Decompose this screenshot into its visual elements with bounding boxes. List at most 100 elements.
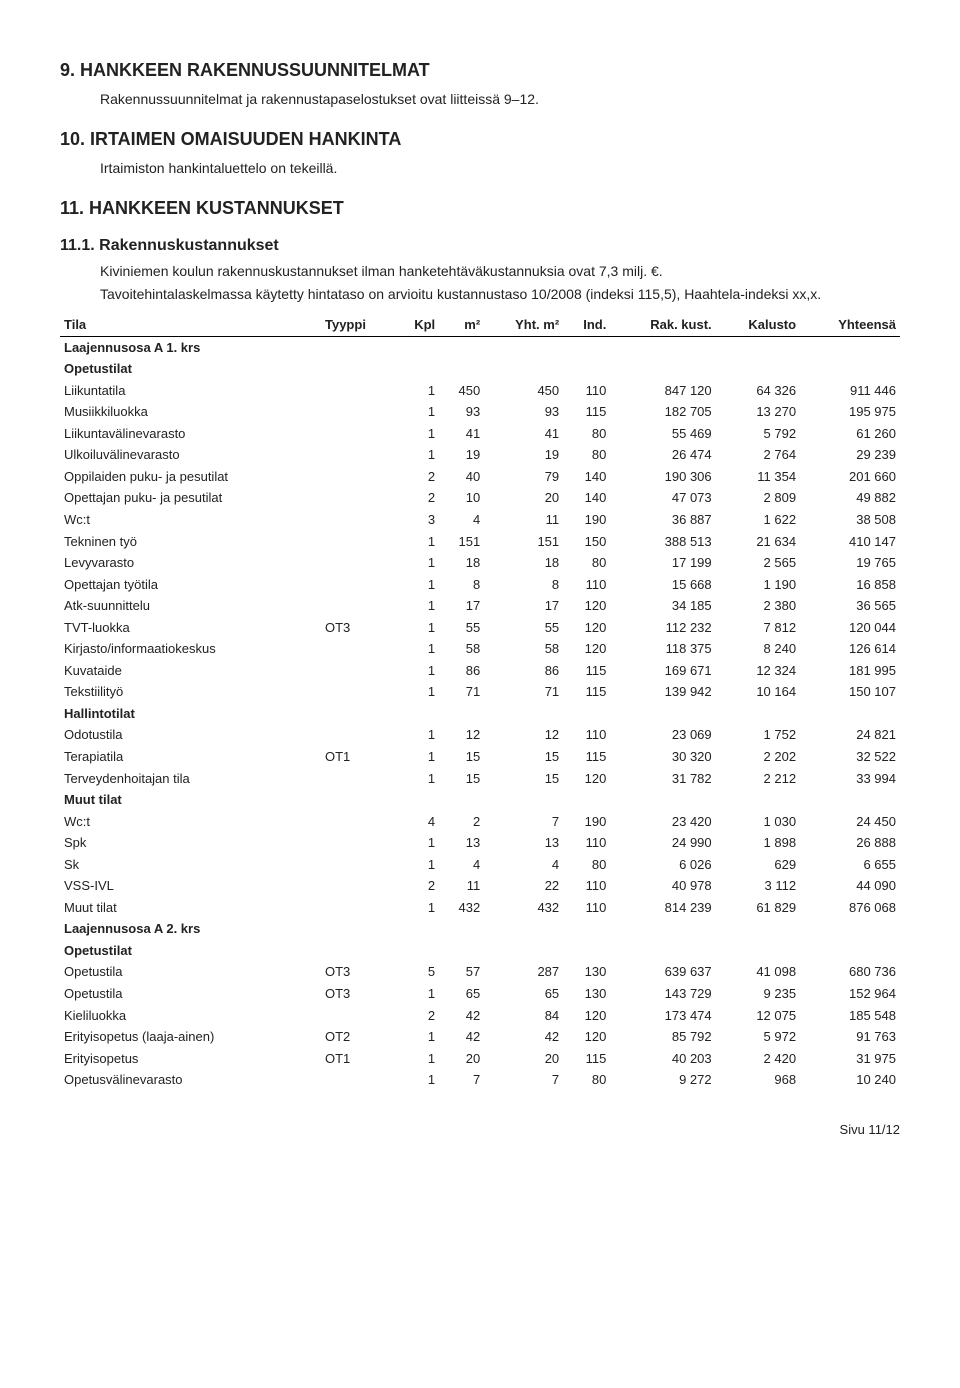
cell: 2 764 xyxy=(716,444,800,466)
cell: 5 792 xyxy=(716,423,800,445)
cell: OT3 xyxy=(321,983,395,1005)
cell: 2 xyxy=(395,466,439,488)
cell: 1 xyxy=(395,552,439,574)
cell: 3 112 xyxy=(716,875,800,897)
cell xyxy=(321,444,395,466)
table-row: Opetusvälinevarasto177809 27296810 240 xyxy=(60,1069,900,1091)
cell: 7 xyxy=(484,811,563,833)
cell: 1 xyxy=(395,380,439,402)
cell: 5 xyxy=(395,961,439,983)
cell: 110 xyxy=(563,380,610,402)
table-row: Laajennusosa A 1. krs xyxy=(60,336,900,358)
table-row: VSS-IVL2112211040 9783 11244 090 xyxy=(60,875,900,897)
table-row: ErityisopetusOT11202011540 2032 42031 97… xyxy=(60,1048,900,1070)
cell: 55 469 xyxy=(610,423,715,445)
cell: 91 763 xyxy=(800,1026,900,1048)
cell: 968 xyxy=(716,1069,800,1091)
col-kpl: Kpl xyxy=(395,314,439,336)
cell xyxy=(321,681,395,703)
cell: 7 xyxy=(439,1069,484,1091)
cell: 1 xyxy=(395,638,439,660)
cell: 80 xyxy=(563,552,610,574)
cell: 13 xyxy=(484,832,563,854)
cell: 110 xyxy=(563,875,610,897)
cell xyxy=(321,811,395,833)
cell: 110 xyxy=(563,724,610,746)
table-row: Hallintotilat xyxy=(60,703,900,725)
cell: 65 xyxy=(484,983,563,1005)
cell xyxy=(321,660,395,682)
group-label: Hallintotilat xyxy=(60,703,900,725)
cell: 16 858 xyxy=(800,574,900,596)
cell xyxy=(321,724,395,746)
cell: 36 887 xyxy=(610,509,715,531)
cell: 20 xyxy=(439,1048,484,1070)
cell: Oppilaiden puku- ja pesutilat xyxy=(60,466,321,488)
cell: 10 164 xyxy=(716,681,800,703)
cell: TVT-luokka xyxy=(60,617,321,639)
cell: 80 xyxy=(563,444,610,466)
cell xyxy=(321,487,395,509)
cell: 4 xyxy=(484,854,563,876)
cell: 110 xyxy=(563,897,610,919)
cell: 120 xyxy=(563,638,610,660)
cell xyxy=(321,897,395,919)
cell: Tekninen työ xyxy=(60,531,321,553)
cell: 120 044 xyxy=(800,617,900,639)
cell: 1 xyxy=(395,595,439,617)
cell: 21 634 xyxy=(716,531,800,553)
cell: 55 xyxy=(439,617,484,639)
cell: 7 812 xyxy=(716,617,800,639)
cell xyxy=(321,531,395,553)
cell: 11 354 xyxy=(716,466,800,488)
cell: 639 637 xyxy=(610,961,715,983)
cell: 15 xyxy=(484,768,563,790)
cell: 1 622 xyxy=(716,509,800,531)
table-row: Laajennusosa A 2. krs xyxy=(60,918,900,940)
cell: 1 xyxy=(395,1069,439,1091)
cell: Opetustila xyxy=(60,961,321,983)
cell xyxy=(321,423,395,445)
cell: Atk-suunnittelu xyxy=(60,595,321,617)
cell: 130 xyxy=(563,983,610,1005)
cell: 34 185 xyxy=(610,595,715,617)
cell: 120 xyxy=(563,1026,610,1048)
cell: 13 270 xyxy=(716,401,800,423)
cell xyxy=(321,509,395,531)
cell: 26 888 xyxy=(800,832,900,854)
cell: 115 xyxy=(563,1048,610,1070)
cell: Opetusvälinevarasto xyxy=(60,1069,321,1091)
cell: 86 xyxy=(439,660,484,682)
cell: 41 098 xyxy=(716,961,800,983)
col-m2: m² xyxy=(439,314,484,336)
cell xyxy=(321,854,395,876)
cell: 41 xyxy=(484,423,563,445)
cell: 1 xyxy=(395,983,439,1005)
cell: 1 xyxy=(395,401,439,423)
cell xyxy=(321,875,395,897)
table-row: Levyvarasto118188017 1992 56519 765 xyxy=(60,552,900,574)
cell: 4 xyxy=(395,811,439,833)
table-row: Opetustilat xyxy=(60,358,900,380)
cell: 185 548 xyxy=(800,1005,900,1027)
cell: 115 xyxy=(563,401,610,423)
cell: 8 240 xyxy=(716,638,800,660)
cell: 1 xyxy=(395,574,439,596)
cell: 80 xyxy=(563,423,610,445)
cell: Liikuntavälinevarasto xyxy=(60,423,321,445)
cell: 12 075 xyxy=(716,1005,800,1027)
cell: 1 752 xyxy=(716,724,800,746)
cell: 22 xyxy=(484,875,563,897)
cell xyxy=(321,380,395,402)
cell: 80 xyxy=(563,1069,610,1091)
cell: 410 147 xyxy=(800,531,900,553)
cell: 11 xyxy=(439,875,484,897)
col-rak-kust: Rak. kust. xyxy=(610,314,715,336)
cell xyxy=(321,595,395,617)
cell: Tekstiilityö xyxy=(60,681,321,703)
cell: 31 975 xyxy=(800,1048,900,1070)
cell: 17 xyxy=(439,595,484,617)
table-row: Oppilaiden puku- ja pesutilat24079140190… xyxy=(60,466,900,488)
cell: 6 026 xyxy=(610,854,715,876)
cell: 61 829 xyxy=(716,897,800,919)
